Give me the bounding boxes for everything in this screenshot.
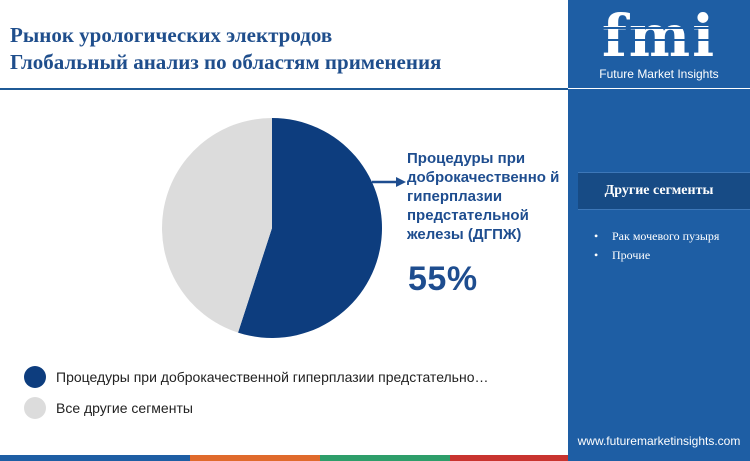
footer-bar-segment-red xyxy=(450,455,568,461)
title-divider xyxy=(0,88,568,90)
legend-swatch-bph xyxy=(24,366,46,388)
page-title: Рынок урологических электродов Глобальны… xyxy=(10,22,570,76)
title-line-1: Рынок урологических электродов xyxy=(10,23,333,47)
svg-text:fmi: fmi xyxy=(602,6,716,66)
pie-slice-bph xyxy=(238,118,383,338)
website-link[interactable]: www.futuremarketinsights.com xyxy=(577,434,741,448)
other-segments-header: Другие сегменты xyxy=(578,172,750,210)
fmi-logo: fmi xyxy=(594,6,724,66)
legend-item-bph: Процедуры при доброкачественной гиперпла… xyxy=(24,366,489,388)
list-item: Рак мочевого пузыря xyxy=(594,228,744,245)
legend-label-bph: Процедуры при доброкачественной гиперпла… xyxy=(56,369,489,385)
footer-color-bar xyxy=(0,455,568,461)
callout-percentage: 55% xyxy=(408,260,478,298)
other-segments-title: Другие сегменты xyxy=(604,183,714,198)
legend-label-other: Все другие сегменты xyxy=(56,400,193,416)
title-line-2: Глобальный анализ по областям применения xyxy=(10,50,442,74)
callout-arrow-icon xyxy=(372,177,406,187)
footer-bar-segment-green xyxy=(320,455,450,461)
legend-swatch-other xyxy=(24,397,46,419)
legend-item-other: Все другие сегменты xyxy=(24,397,193,419)
logo-subtitle: Future Market Insights xyxy=(599,67,719,81)
other-segments-list: Рак мочевого пузыря Прочие xyxy=(594,228,744,264)
sidebar: fmi Future Market Insights Другие сегмен… xyxy=(568,0,750,461)
footer-bar-segment-blue xyxy=(0,455,190,461)
pie-slice-other xyxy=(162,118,272,333)
pie-chart xyxy=(162,118,383,338)
callout-label: Процедуры при доброкачественно й гиперпл… xyxy=(407,150,560,243)
list-item: Прочие xyxy=(594,247,744,264)
sidebar-divider xyxy=(568,88,750,89)
footer-bar-segment-orange xyxy=(190,455,320,461)
